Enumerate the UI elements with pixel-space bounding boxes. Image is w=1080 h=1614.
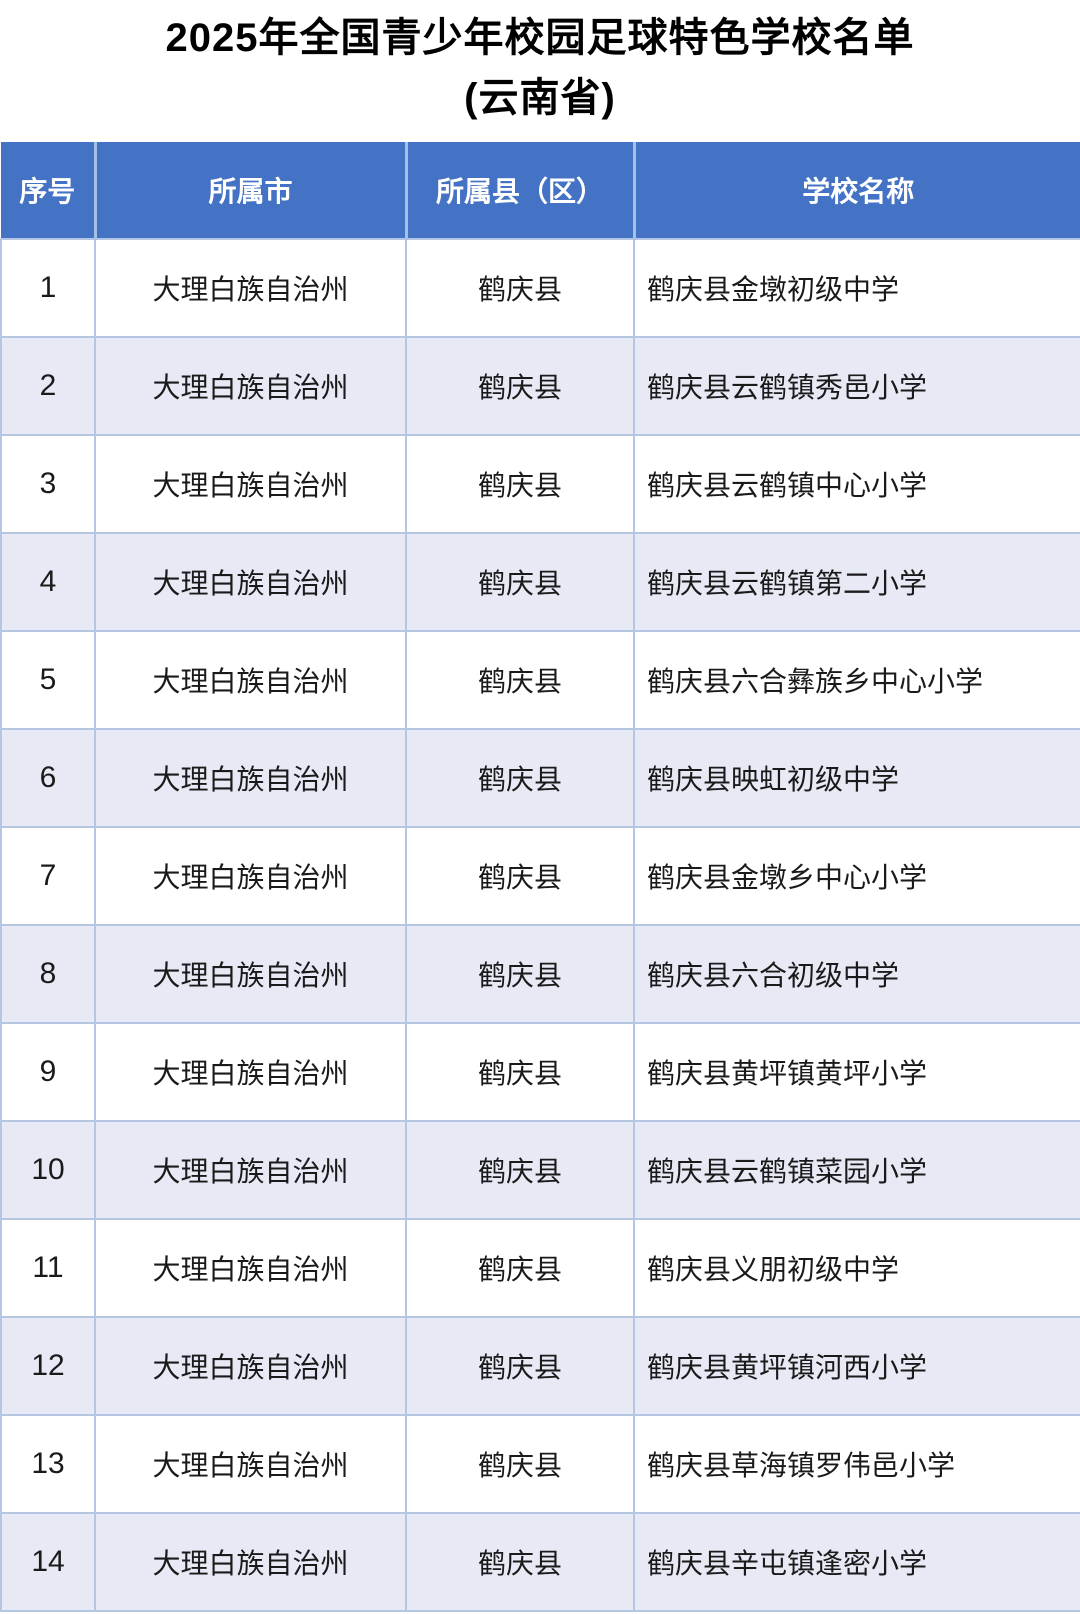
cell-county: 鹤庆县 bbox=[405, 1414, 635, 1514]
cell-city: 大理白族自治州 bbox=[94, 728, 407, 828]
cell-no: 14 bbox=[0, 1512, 96, 1612]
cell-city: 大理白族自治州 bbox=[94, 1218, 407, 1318]
cell-no: 5 bbox=[0, 630, 96, 730]
cell-county: 鹤庆县 bbox=[405, 532, 635, 632]
cell-school: 鹤庆县辛屯镇逢密小学 bbox=[633, 1512, 1080, 1612]
cell-school: 鹤庆县云鹤镇中心小学 bbox=[633, 434, 1080, 534]
header-cell-city: 所属市 bbox=[93, 142, 406, 239]
cell-school: 鹤庆县草海镇罗伟邑小学 bbox=[633, 1414, 1080, 1514]
table-row: 11 大理白族自治州 鹤庆县 鹤庆县义朋初级中学 bbox=[0, 1218, 1080, 1318]
cell-school: 鹤庆县云鹤镇第二小学 bbox=[633, 532, 1080, 632]
table-row: 6 大理白族自治州 鹤庆县 鹤庆县映虹初级中学 bbox=[0, 728, 1080, 828]
cell-county: 鹤庆县 bbox=[405, 630, 635, 730]
cell-city: 大理白族自治州 bbox=[94, 238, 407, 338]
cell-city: 大理白族自治州 bbox=[94, 1316, 407, 1416]
cell-no: 7 bbox=[0, 826, 96, 926]
cell-no: 3 bbox=[0, 434, 96, 534]
cell-city: 大理白族自治州 bbox=[94, 924, 407, 1024]
table-row: 12 大理白族自治州 鹤庆县 鹤庆县黄坪镇河西小学 bbox=[0, 1316, 1080, 1416]
cell-no: 1 bbox=[0, 238, 96, 338]
cell-city: 大理白族自治州 bbox=[94, 434, 407, 534]
cell-school: 鹤庆县映虹初级中学 bbox=[633, 728, 1080, 828]
cell-county: 鹤庆县 bbox=[405, 1218, 635, 1318]
cell-county: 鹤庆县 bbox=[405, 1022, 635, 1122]
table-row: 3 大理白族自治州 鹤庆县 鹤庆县云鹤镇中心小学 bbox=[0, 434, 1080, 534]
cell-county: 鹤庆县 bbox=[405, 1120, 635, 1220]
table-row: 10 大理白族自治州 鹤庆县 鹤庆县云鹤镇菜园小学 bbox=[0, 1120, 1080, 1220]
cell-school: 鹤庆县金墩乡中心小学 bbox=[633, 826, 1080, 926]
table-row: 2 大理白族自治州 鹤庆县 鹤庆县云鹤镇秀邑小学 bbox=[0, 336, 1080, 436]
cell-no: 10 bbox=[0, 1120, 96, 1220]
table-row: 5 大理白族自治州 鹤庆县 鹤庆县六合彝族乡中心小学 bbox=[0, 630, 1080, 730]
title-line-2: (云南省) bbox=[464, 76, 616, 120]
table-row: 9 大理白族自治州 鹤庆县 鹤庆县黄坪镇黄坪小学 bbox=[0, 1022, 1080, 1122]
cell-county: 鹤庆县 bbox=[405, 336, 635, 436]
cell-city: 大理白族自治州 bbox=[94, 826, 407, 926]
header-cell-county: 所属县（区） bbox=[404, 142, 634, 239]
title-line-1: 2025年全国青少年校园足球特色学校名单 bbox=[165, 16, 915, 60]
cell-city: 大理白族自治州 bbox=[94, 1022, 407, 1122]
cell-no: 12 bbox=[0, 1316, 96, 1416]
cell-no: 9 bbox=[0, 1022, 96, 1122]
cell-county: 鹤庆县 bbox=[405, 238, 635, 338]
cell-no: 8 bbox=[0, 924, 96, 1024]
cell-county: 鹤庆县 bbox=[405, 826, 635, 926]
table-row: 14 大理白族自治州 鹤庆县 鹤庆县辛屯镇逢密小学 bbox=[0, 1512, 1080, 1612]
cell-county: 鹤庆县 bbox=[405, 1316, 635, 1416]
cell-no: 2 bbox=[0, 336, 96, 436]
cell-school: 鹤庆县黄坪镇黄坪小学 bbox=[633, 1022, 1080, 1122]
cell-city: 大理白族自治州 bbox=[94, 336, 407, 436]
table-row: 1 大理白族自治州 鹤庆县 鹤庆县金墩初级中学 bbox=[0, 238, 1080, 338]
cell-county: 鹤庆县 bbox=[405, 1512, 635, 1612]
cell-no: 11 bbox=[0, 1218, 96, 1318]
header-row: 序号 所属市 所属县（区） 学校名称 bbox=[1, 142, 1080, 239]
cell-county: 鹤庆县 bbox=[405, 434, 635, 534]
cell-school: 鹤庆县云鹤镇秀邑小学 bbox=[633, 336, 1080, 436]
cell-city: 大理白族自治州 bbox=[94, 630, 407, 730]
cell-school: 鹤庆县云鹤镇菜园小学 bbox=[633, 1120, 1080, 1220]
cell-city: 大理白族自治州 bbox=[94, 1512, 407, 1612]
cell-county: 鹤庆县 bbox=[405, 924, 635, 1024]
cell-no: 4 bbox=[0, 532, 96, 632]
schools-table: 序号 所属市 所属县（区） 学校名称 1 大理白族自治州 鹤庆县 鹤庆县金墩初级中学 2… bbox=[0, 142, 1080, 1612]
cell-school: 鹤庆县义朋初级中学 bbox=[633, 1218, 1080, 1318]
cell-city: 大理白族自治州 bbox=[94, 1120, 407, 1220]
cell-school: 鹤庆县黄坪镇河西小学 bbox=[633, 1316, 1080, 1416]
cell-school: 鹤庆县六合初级中学 bbox=[633, 924, 1080, 1024]
page-title: 2025年全国青少年校园足球特色学校名单 (云南省) bbox=[0, 0, 1080, 128]
cell-no: 6 bbox=[0, 728, 96, 828]
cell-city: 大理白族自治州 bbox=[94, 532, 407, 632]
table-row: 7 大理白族自治州 鹤庆县 鹤庆县金墩乡中心小学 bbox=[0, 826, 1080, 926]
cell-school: 鹤庆县金墩初级中学 bbox=[633, 238, 1080, 338]
cell-city: 大理白族自治州 bbox=[94, 1414, 407, 1514]
header-cell-no: 序号 bbox=[1, 142, 95, 239]
table-row: 8 大理白族自治州 鹤庆县 鹤庆县六合初级中学 bbox=[0, 924, 1080, 1024]
table-row: 4 大理白族自治州 鹤庆县 鹤庆县云鹤镇第二小学 bbox=[0, 532, 1080, 632]
cell-county: 鹤庆县 bbox=[405, 728, 635, 828]
table-body: 1 大理白族自治州 鹤庆县 鹤庆县金墩初级中学 2 大理白族自治州 鹤庆县 鹤庆县云鹤镇秀邑小… bbox=[0, 238, 1080, 1612]
cell-school: 鹤庆县六合彝族乡中心小学 bbox=[633, 630, 1080, 730]
header-cell-school: 学校名称 bbox=[632, 142, 1080, 239]
cell-no: 13 bbox=[0, 1414, 96, 1514]
table-row: 13 大理白族自治州 鹤庆县 鹤庆县草海镇罗伟邑小学 bbox=[0, 1414, 1080, 1514]
